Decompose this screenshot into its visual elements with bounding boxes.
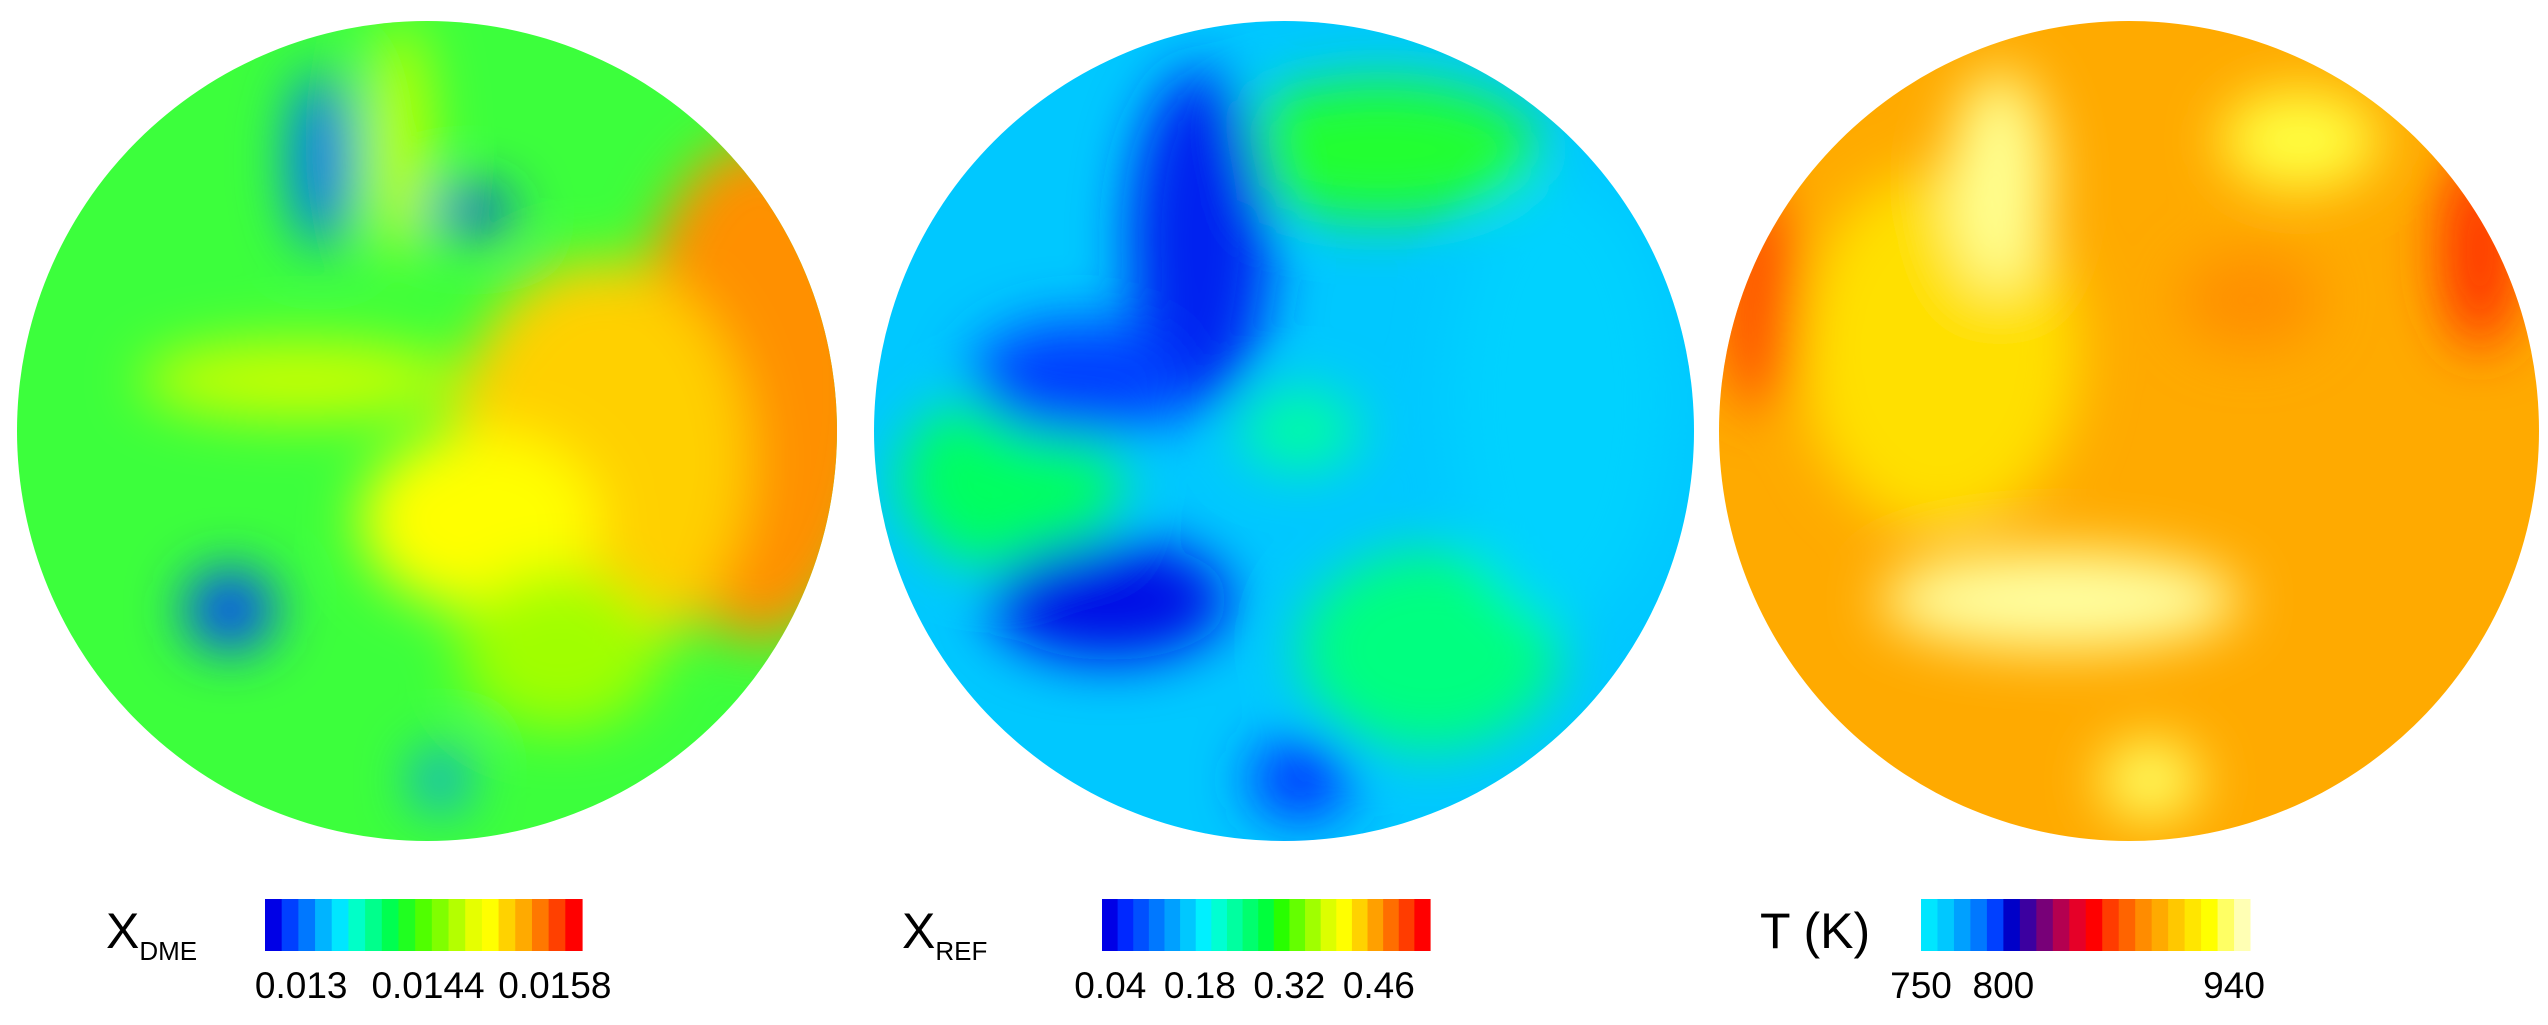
colorbar-tick-label: 750 — [1890, 965, 1952, 1006]
label-main: X — [902, 903, 935, 959]
colorbar-segment — [1336, 899, 1353, 951]
colorbar-segment — [1305, 899, 1322, 951]
colorbar-segment — [1102, 899, 1119, 951]
colorbar-segment — [1273, 899, 1291, 951]
colorbar-segment — [1211, 899, 1228, 951]
colorbar-segment — [381, 899, 400, 951]
colorbar-segment — [2250, 899, 2268, 951]
colorbar-segment — [348, 899, 366, 951]
colorbar-segment — [515, 899, 533, 951]
field-dme — [17, 21, 837, 841]
colorbar-segment — [2217, 899, 2235, 951]
colorbar-segment — [1320, 899, 1337, 951]
colorbar-segment — [2201, 899, 2219, 951]
colorbar-segment — [2151, 899, 2169, 951]
colorbar-segment — [2036, 899, 2054, 951]
colorbar-segment — [1242, 899, 1259, 951]
colorbar-segment — [1367, 899, 1384, 951]
colorbar-segment — [565, 899, 583, 951]
colorbar-segment — [2168, 899, 2186, 951]
colorbar-tick-label: 0.0144 — [371, 965, 484, 1006]
colorbar-segment — [1921, 899, 1939, 951]
colorbar-segment — [398, 899, 416, 951]
colorbar-tick-label: 0.18 — [1164, 965, 1236, 1006]
colorbar-segment — [2069, 899, 2087, 951]
colorbar-tick-label: 0.32 — [1253, 965, 1325, 1006]
colorbar-segment — [1226, 899, 1244, 951]
colorbar-segment — [1383, 899, 1400, 951]
colorbar-segment — [1970, 899, 1988, 951]
colorbar-segment — [2019, 899, 2037, 951]
colorbar-tick-label: 940 — [2203, 965, 2265, 1006]
colorbar-segment — [298, 899, 316, 951]
colorbar-segment — [2052, 899, 2070, 951]
colorbar-segment — [1351, 899, 1369, 951]
colorbar-tick-label: 0.013 — [255, 965, 348, 1006]
colorbar-segment — [1258, 899, 1275, 951]
colorbar-segment — [1953, 899, 1972, 951]
colorbar-segment — [465, 899, 483, 951]
colorbar-segment — [1164, 899, 1181, 951]
colorbar-segment — [415, 899, 433, 951]
colorbar-segment — [1117, 899, 1134, 951]
colorbar-segment — [1148, 899, 1166, 951]
colorbar-tick-label: 0.04 — [1074, 965, 1146, 1006]
colorbar-label: XDME — [106, 903, 197, 966]
colorbar-segment — [1937, 899, 1955, 951]
colorbar-segment — [2184, 899, 2202, 951]
colorbar-segment — [315, 899, 333, 951]
label-main: T (K) — [1760, 903, 1870, 959]
colorbar-tick-label: 0.46 — [1343, 965, 1415, 1006]
colorbar-segment — [331, 899, 350, 951]
colorbar-segment — [2234, 899, 2252, 951]
field-ref — [874, 21, 1694, 841]
colorbar-segment — [365, 899, 383, 951]
label-main: X — [106, 903, 139, 959]
colorbar-segment — [548, 899, 566, 951]
colorbar-segment — [1180, 899, 1197, 951]
colorbar-segment — [448, 899, 466, 951]
colorbar-segment — [1398, 899, 1415, 951]
colorbar-segment — [531, 899, 550, 951]
colorbar-segment — [1133, 899, 1150, 951]
field-temperature — [1719, 21, 2539, 841]
colorbar-label: XREF — [902, 903, 987, 966]
colorbar-segment — [481, 899, 500, 951]
colorbar-segment — [431, 899, 450, 951]
colorbar-tick-label: 0.0158 — [498, 965, 611, 1006]
colorbar-segment — [2118, 899, 2136, 951]
colorbar-segment — [1195, 899, 1212, 951]
label-subscript: REF — [935, 936, 987, 966]
label-subscript: DME — [139, 936, 197, 966]
colorbar-segment — [1414, 899, 1431, 951]
colorbar-segment — [2102, 899, 2120, 951]
colorbar-segment — [281, 899, 299, 951]
colorbar-segment — [2003, 899, 2021, 951]
colorbar-segment — [2085, 899, 2103, 951]
colorbar-tick-label: 800 — [1973, 965, 2035, 1006]
colorbar-label: T (K) — [1760, 903, 1870, 959]
colorbar-segment — [1289, 899, 1306, 951]
colorbar-segment — [498, 899, 516, 951]
colorbar-segment — [2135, 899, 2153, 951]
colorbar-segment — [1986, 899, 2004, 951]
colorbar-segment — [265, 899, 283, 951]
